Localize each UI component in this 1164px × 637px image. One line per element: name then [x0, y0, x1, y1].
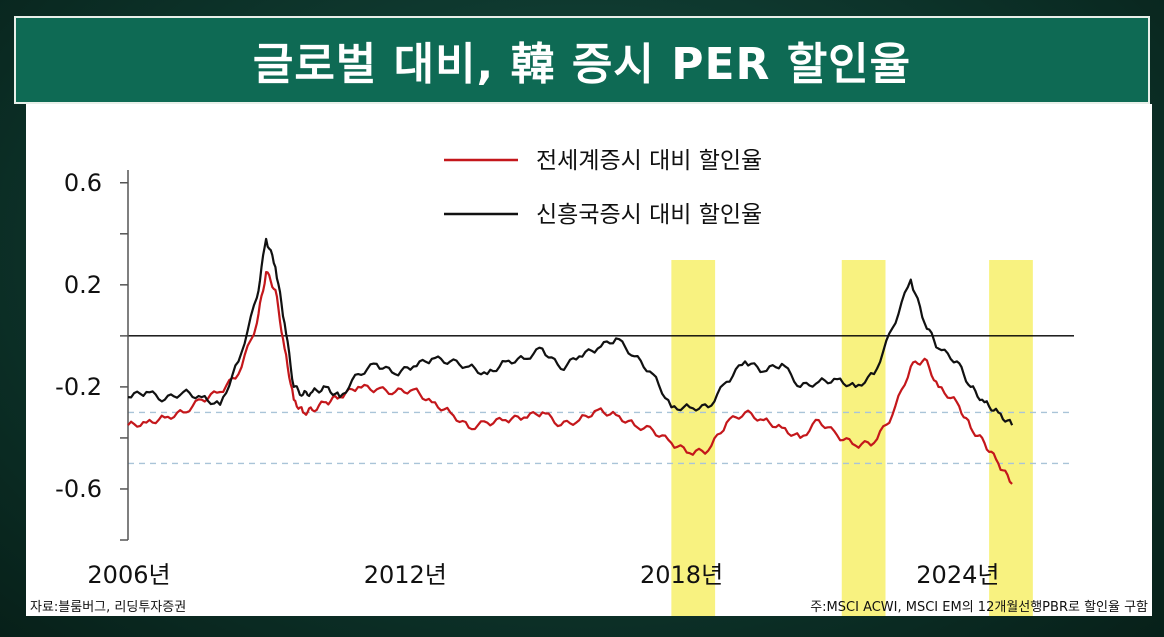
y-tick-label: -0.2 — [55, 373, 102, 401]
source-note: 자료:블룸버그, 리딩투자증권 — [30, 600, 187, 615]
series-line-2 — [127, 237, 1014, 426]
title-banner: 글로벌 대비, 韓 증시 PER 할인율 — [14, 16, 1150, 104]
footnote: 주:MSCI ACWI, MSCI EM의 12개월선행PBR로 할인율 구함 — [810, 600, 1148, 615]
chart-panel: 0.6 0.2 -0.2 -0.6 2006년 2012년 2018년 2024년 전세계증시… — [26, 104, 1152, 616]
reference-lines — [128, 335, 1074, 465]
series-line-1 — [127, 271, 1013, 485]
legend-label-1: 전세계증시 대비 할인율 — [536, 148, 762, 174]
highlight-band-1 — [671, 260, 716, 616]
x-tick-label: 2018년 — [640, 561, 723, 589]
series-lines — [127, 237, 1014, 485]
y-tick-label: 0.6 — [64, 169, 102, 197]
axes: 0.6 0.2 -0.2 -0.6 2006년 2012년 2018년 2024년 — [55, 169, 999, 589]
legend-label-2: 신흥국증시 대비 할인율 — [536, 202, 762, 228]
page-title: 글로벌 대비, 韓 증시 PER 할인율 — [252, 39, 912, 90]
line-chart: 0.6 0.2 -0.2 -0.6 2006년 2012년 2018년 2024년 전세계증시… — [55, 148, 1074, 616]
x-tick-label: 2012년 — [364, 561, 447, 589]
x-tick-label: 2006년 — [87, 561, 170, 589]
x-tick-label: 2024년 — [916, 561, 999, 589]
highlight-band-3 — [989, 260, 1033, 616]
y-tick-label: 0.2 — [64, 271, 102, 299]
y-tick-label: -0.6 — [55, 475, 102, 503]
